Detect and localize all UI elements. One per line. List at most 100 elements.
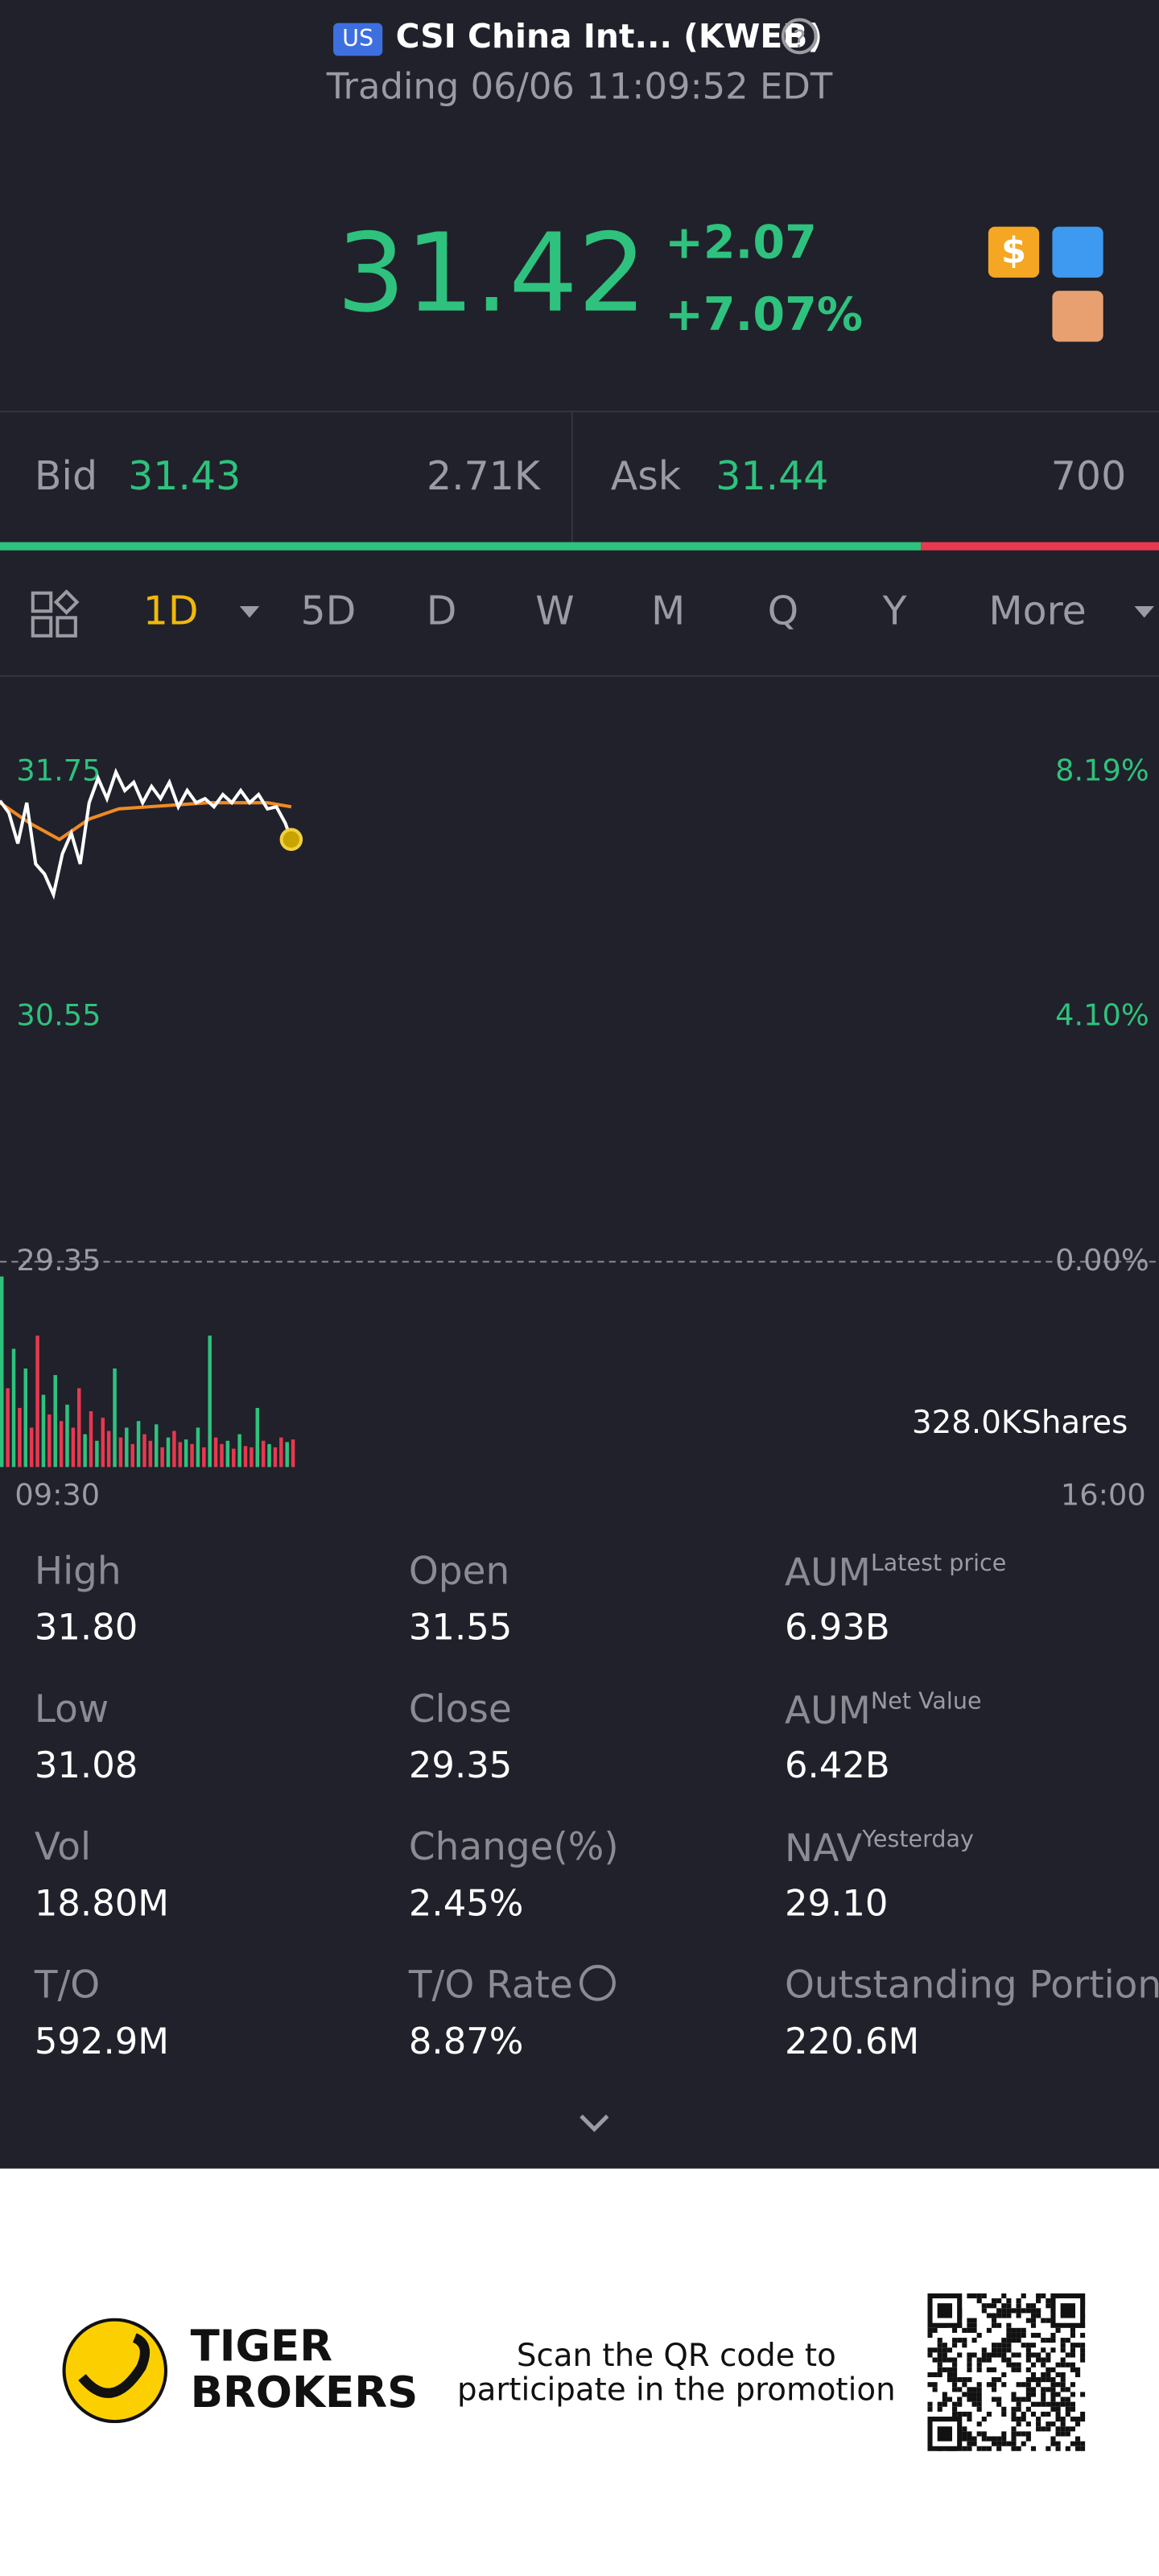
qr-cell <box>976 2392 982 2397</box>
qr-cell <box>1060 2421 1066 2427</box>
qr-cell <box>937 2426 953 2442</box>
tab[interactable]: Q <box>767 588 799 634</box>
qr-cell <box>1021 2411 1026 2417</box>
qr-cell <box>1011 2332 1017 2339</box>
qr-cell <box>996 2436 1002 2442</box>
qr-cell <box>971 2352 977 2358</box>
volume-bar <box>142 1434 146 1468</box>
qr-cell <box>971 2436 977 2442</box>
promo-text: Scan the QR code to <box>516 2338 836 2374</box>
volume-bar <box>95 1440 99 1468</box>
qr-cell <box>1025 2431 1031 2437</box>
qr-cell <box>967 2446 972 2451</box>
qr-cell <box>1025 2406 1031 2412</box>
qr-cell <box>986 2367 992 2372</box>
dropdown-arrow[interactable] <box>239 606 260 618</box>
qr-cell <box>1055 2431 1061 2437</box>
volume-bar <box>53 1375 57 1468</box>
tab[interactable]: Y <box>882 588 907 634</box>
qr-cell <box>1025 2421 1031 2427</box>
qr-cell <box>937 2352 942 2358</box>
stack-icon[interactable] <box>1052 291 1103 342</box>
qr-cell <box>1001 2372 1007 2378</box>
qr-cell <box>1030 2332 1037 2339</box>
y-tick-label: 29.35 <box>16 1243 101 1278</box>
qr-cell <box>1070 2406 1076 2412</box>
qr-cell <box>1006 2441 1012 2446</box>
qr-cell <box>952 2343 958 2348</box>
qr-cell <box>932 2382 938 2388</box>
volume-bar <box>35 1335 39 1468</box>
qr-cell <box>967 2387 972 2392</box>
y-tick-label: 30.55 <box>16 998 101 1033</box>
qr-cell <box>1055 2417 1061 2422</box>
volume-bar <box>71 1427 76 1468</box>
stat-label: NAVYesterday <box>784 1827 974 1872</box>
qr-cell <box>1070 2417 1076 2422</box>
volume-bar <box>279 1437 283 1468</box>
expand-chevron[interactable] <box>578 2111 611 2134</box>
qr-cell <box>932 2357 938 2363</box>
qr-cell <box>1025 2352 1031 2358</box>
qr-cell <box>1030 2446 1037 2451</box>
qr-cell <box>1055 2382 1061 2388</box>
qr-cell <box>1060 2382 1066 2388</box>
qr-cell <box>952 2406 958 2412</box>
qr-cell <box>986 2436 992 2442</box>
divider <box>0 411 1159 413</box>
flash-icon[interactable] <box>1052 226 1103 278</box>
qr-cell <box>1025 2396 1031 2402</box>
qr-cell <box>996 2401 1002 2407</box>
qr-cell <box>937 2401 942 2407</box>
help-icon[interactable]: ? <box>781 18 818 55</box>
volume-bar <box>166 1437 171 1468</box>
tab[interactable]: M <box>651 588 686 634</box>
bid-label: Bid <box>34 453 98 500</box>
qr-cell <box>1055 2441 1061 2446</box>
tab[interactable]: 1D <box>142 588 199 634</box>
stat-label-sup: Yesterday <box>862 1827 974 1854</box>
qr-cell <box>971 2441 977 2446</box>
volume-bar <box>83 1434 87 1468</box>
dividend-icon[interactable]: $ <box>988 226 1040 278</box>
qr-cell <box>1050 2377 1056 2383</box>
qr-cell <box>996 2298 1002 2304</box>
qr-cell <box>962 2338 967 2343</box>
qr-cell <box>1060 2357 1066 2363</box>
qr-cell <box>1075 2367 1081 2372</box>
qr-cell <box>957 2411 963 2417</box>
qr-cell <box>952 2362 958 2368</box>
tab[interactable]: D <box>426 588 457 634</box>
qr-cell <box>942 2392 947 2397</box>
tab[interactable]: 5D <box>300 588 357 634</box>
qr-cell <box>1065 2338 1070 2343</box>
qr-cell <box>1036 2421 1041 2427</box>
info-icon[interactable] <box>579 1964 616 2001</box>
qr-cell <box>1025 2318 1031 2323</box>
dropdown-arrow[interactable] <box>1134 606 1154 618</box>
qr-cell <box>1075 2436 1081 2442</box>
qr-cell <box>1055 2362 1061 2368</box>
qr-cell <box>942 2347 947 2353</box>
qr-cell <box>967 2392 972 2397</box>
qr-cell <box>1080 2352 1086 2358</box>
qr-cell <box>1065 2411 1070 2417</box>
qr-cell <box>991 2298 997 2304</box>
stat-value: 18.80M <box>34 1884 170 1926</box>
volume-bar <box>89 1411 93 1468</box>
qr-cell <box>1011 2431 1017 2437</box>
stat-label: T/O <box>34 1964 101 2008</box>
qr-cell <box>1050 2406 1056 2412</box>
x-tick-label: 16:00 <box>1061 1478 1146 1513</box>
qr-cell <box>1080 2332 1086 2339</box>
qr-cell <box>1025 2347 1031 2353</box>
tab[interactable]: More <box>988 588 1087 634</box>
qr-cell <box>967 2318 972 2323</box>
layout-icon[interactable] <box>30 589 82 639</box>
tab[interactable]: W <box>535 588 575 634</box>
qr-cell <box>1070 2332 1076 2339</box>
qr-cell <box>991 2382 997 2388</box>
qr-cell <box>1030 2343 1037 2348</box>
qr-cell <box>1046 2338 1051 2343</box>
